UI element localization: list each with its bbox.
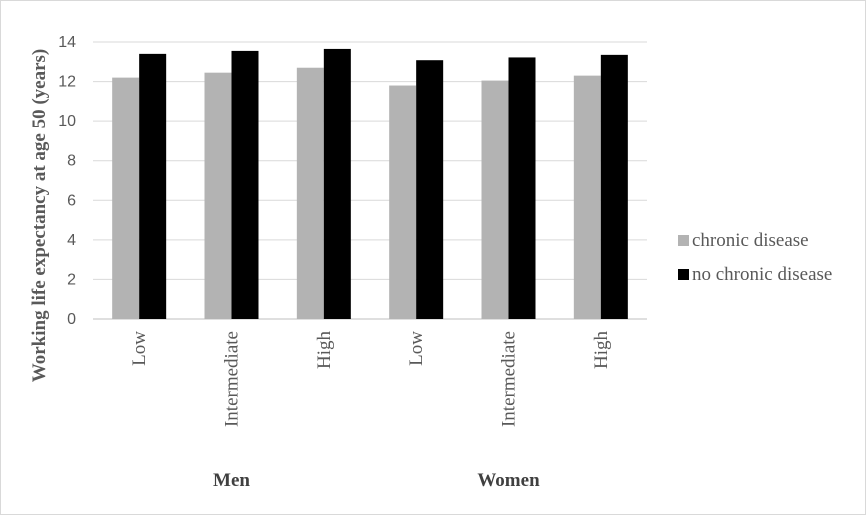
- x-category-label: Low: [129, 331, 150, 366]
- y-tick-label: 2: [67, 271, 76, 288]
- x-category-label: Low: [406, 331, 427, 366]
- legend-swatch-chronic-disease: [678, 235, 689, 246]
- bar-chronic-disease-2: chronic disease: 12.7: [296, 67, 324, 319]
- bar-chronic-disease-4: chronic disease: 12.05: [481, 80, 509, 319]
- x-category-label: High: [591, 331, 612, 370]
- group-label: Women: [477, 470, 540, 491]
- x-category-label: Intermediate: [499, 331, 520, 427]
- bar-chronic-disease-5: chronic disease: 12.3: [573, 75, 601, 319]
- bar-chronic-disease-0: chronic disease: 12.2: [112, 77, 140, 319]
- y-tick-label: 14: [58, 34, 76, 51]
- bar-no-chronic-disease-3: no chronic disease: 13.08: [416, 60, 444, 320]
- y-tick-label: 8: [67, 153, 76, 170]
- x-category-label: High: [314, 331, 335, 370]
- bar-no-chronic-disease-1: no chronic disease: 13.55: [231, 50, 259, 320]
- y-tick-label: 4: [67, 232, 76, 249]
- bar-no-chronic-disease-5: no chronic disease: 13.35: [600, 54, 628, 319]
- bar-no-chronic-disease-4: no chronic disease: 13.22: [508, 57, 536, 319]
- y-tick-label: 10: [58, 113, 76, 130]
- bar-chronic-disease-3: chronic disease: 11.8: [389, 85, 417, 320]
- bar-no-chronic-disease-0: no chronic disease: 13.4: [139, 53, 167, 319]
- legend-label: no chronic disease: [692, 264, 832, 285]
- y-tick-label: 6: [67, 192, 76, 209]
- legend-label: chronic disease: [692, 230, 809, 251]
- legend-swatch-no-chronic-disease: [678, 269, 689, 280]
- y-axis-title: Working life expectancy at age 50 (years…: [29, 49, 50, 382]
- bar-no-chronic-disease-2: no chronic disease: 13.65: [323, 48, 351, 320]
- x-category-label: Intermediate: [222, 331, 243, 427]
- bar-chronic-disease-1: chronic disease: 12.45: [204, 72, 232, 320]
- y-tick-label: 0: [67, 311, 76, 328]
- y-tick-label: 12: [58, 74, 76, 91]
- group-label: Men: [213, 470, 250, 491]
